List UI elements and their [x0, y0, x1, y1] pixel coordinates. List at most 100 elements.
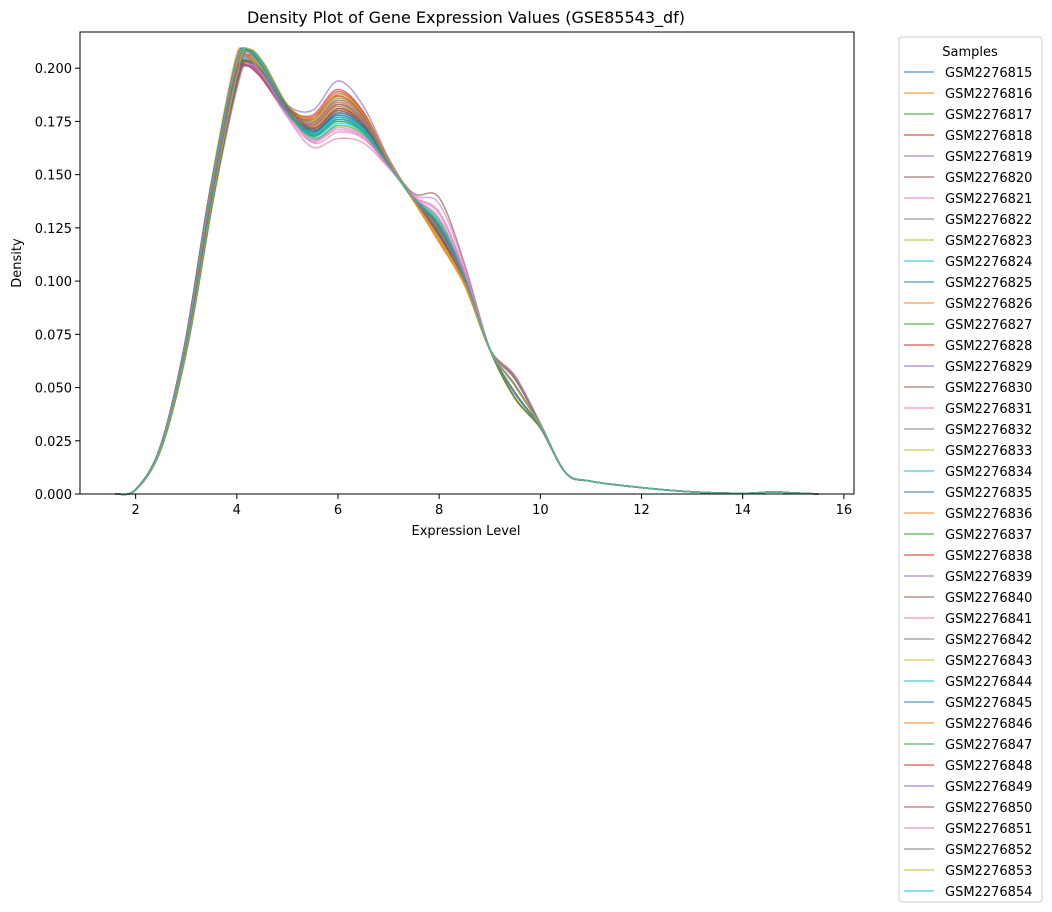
y-tick-label: 0.175	[35, 115, 72, 130]
legend-label: GSM2276821	[945, 192, 1032, 207]
legend-label: GSM2276842	[945, 633, 1032, 648]
y-tick-label: 0.025	[35, 435, 72, 450]
legend-label: GSM2276838	[945, 549, 1032, 564]
legend-item: GSM2276845	[904, 696, 1032, 711]
legend-label: GSM2276826	[945, 297, 1032, 312]
legend-label: GSM2276844	[945, 675, 1032, 690]
y-tick-label: 0.150	[35, 169, 72, 184]
legend-item: GSM2276839	[904, 570, 1032, 585]
plot-area-frame	[79, 31, 855, 495]
legend-item: GSM2276848	[904, 759, 1032, 774]
legend-label: GSM2276825	[945, 276, 1032, 291]
legend-label: GSM2276833	[945, 444, 1032, 459]
legend-item: GSM2276850	[904, 801, 1032, 816]
legend-item: GSM2276824	[904, 255, 1032, 270]
legend-label: GSM2276830	[945, 381, 1032, 396]
legend-item: GSM2276819	[904, 150, 1032, 165]
legend-label: GSM2276849	[945, 780, 1032, 795]
y-tick-label: 0.200	[35, 62, 72, 77]
legend-label: GSM2276850	[945, 801, 1032, 816]
x-tick-label: 2	[132, 503, 140, 518]
legend-item: GSM2276830	[904, 381, 1032, 396]
legend-item: GSM2276828	[904, 339, 1032, 354]
legend-label: GSM2276845	[945, 696, 1032, 711]
legend-label: GSM2276832	[945, 423, 1032, 438]
legend-label: GSM2276827	[945, 318, 1032, 333]
y-axis-label: Density	[10, 238, 25, 288]
y-tick-label: 0.075	[35, 328, 72, 343]
legend-label: GSM2276840	[945, 591, 1032, 606]
legend-item: GSM2276837	[904, 528, 1032, 543]
x-tick-label: 14	[734, 503, 751, 518]
axes: 2 4 6 8 10 12 14 16 0.000 0.025 0.050 0.075 0.100 0.1…	[35, 62, 852, 518]
legend-item: GSM2276843	[904, 654, 1032, 669]
x-tick-label: 12	[633, 503, 650, 518]
legend-item: GSM2276832	[904, 423, 1032, 438]
legend-item: GSM2276831	[904, 402, 1032, 417]
legend-label: GSM2276835	[945, 486, 1032, 501]
legend-item: GSM2276847	[904, 738, 1032, 753]
legend-item: GSM2276825	[904, 276, 1032, 291]
legend-label: GSM2276828	[945, 339, 1032, 354]
legend-label: GSM2276841	[945, 612, 1032, 627]
legend-item: GSM2276838	[904, 549, 1032, 564]
legend: Samples GSM2276815 GSM2276816 GSM2276817 GS…	[898, 36, 1043, 903]
legend-item: GSM2276820	[904, 171, 1032, 186]
legend-item: GSM2276836	[904, 507, 1032, 522]
legend-label: GSM2276839	[945, 570, 1032, 585]
legend-label: GSM2276831	[945, 402, 1032, 417]
legend-label: GSM2276851	[945, 822, 1032, 837]
y-tick-label: 0.000	[35, 488, 72, 503]
x-tick-label: 4	[233, 503, 241, 518]
legend-label: GSM2276815	[945, 66, 1032, 81]
legend-item: GSM2276816	[904, 87, 1032, 102]
legend-label: GSM2276819	[945, 150, 1032, 165]
density-line-GSM2276854	[115, 48, 819, 496]
legend-item: GSM2276815	[904, 66, 1032, 81]
legend-item: GSM2276849	[904, 780, 1032, 795]
x-tick-label: 16	[836, 503, 853, 518]
legend-item: GSM2276835	[904, 486, 1032, 501]
legend-title: Samples	[942, 45, 998, 60]
legend-item: GSM2276826	[904, 297, 1032, 312]
legend-label: GSM2276854	[945, 885, 1032, 900]
legend-item: GSM2276851	[904, 822, 1032, 837]
legend-label: GSM2276822	[945, 213, 1032, 228]
legend-item: GSM2276854	[904, 885, 1032, 900]
x-axis-label: Expression Level	[411, 524, 520, 539]
y-tick-label: 0.125	[35, 222, 72, 237]
legend-frame	[898, 36, 1043, 903]
y-tick-label: 0.100	[35, 275, 72, 290]
legend-label: GSM2276837	[945, 528, 1032, 543]
legend-item: GSM2276821	[904, 192, 1032, 207]
legend-item: GSM2276823	[904, 234, 1032, 249]
legend-item: GSM2276827	[904, 318, 1032, 333]
legend-item: GSM2276829	[904, 360, 1032, 375]
legend-label: GSM2276818	[945, 129, 1032, 144]
legend-label: GSM2276847	[945, 738, 1032, 753]
legend-item: GSM2276817	[904, 108, 1032, 123]
legend-item: GSM2276844	[904, 675, 1032, 690]
chart-title: Density Plot of Gene Expression Values (…	[247, 8, 685, 28]
legend-item: GSM2276853	[904, 864, 1032, 879]
legend-label: GSM2276829	[945, 360, 1032, 375]
legend-label: GSM2276853	[945, 864, 1032, 879]
y-tick-label: 0.050	[35, 382, 72, 397]
legend-label: GSM2276834	[945, 465, 1032, 480]
legend-item: GSM2276852	[904, 843, 1032, 858]
legend-label: GSM2276852	[945, 843, 1032, 858]
legend-label: GSM2276820	[945, 171, 1032, 186]
legend-label: GSM2276836	[945, 507, 1032, 522]
x-tick-label: 10	[532, 503, 549, 518]
x-tick-label: 6	[334, 503, 342, 518]
legend-label: GSM2276848	[945, 759, 1032, 774]
legend-item: GSM2276846	[904, 717, 1032, 732]
legend-item: GSM2276840	[904, 591, 1032, 606]
legend-label: GSM2276817	[945, 108, 1032, 123]
legend-item: GSM2276842	[904, 633, 1032, 648]
legend-label: GSM2276846	[945, 717, 1032, 732]
legend-label: GSM2276823	[945, 234, 1032, 249]
legend-item: GSM2276818	[904, 129, 1032, 144]
density-lines	[115, 47, 819, 496]
